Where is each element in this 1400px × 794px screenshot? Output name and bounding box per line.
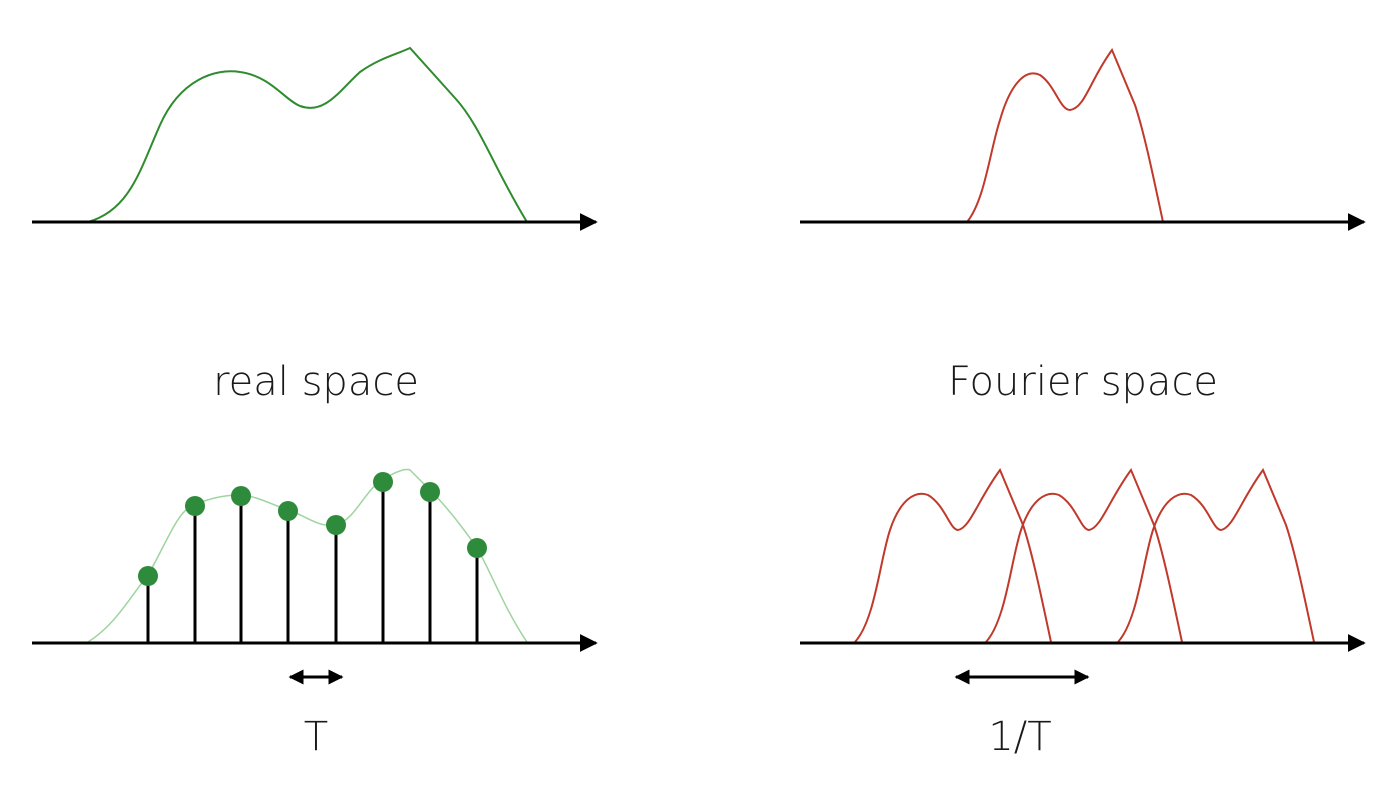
real-space-label: real space xyxy=(213,359,419,405)
sampled-signal-panel xyxy=(32,468,598,685)
sampled-signal-envelope xyxy=(87,468,528,643)
replica-spacing-label: 1/T xyxy=(988,714,1052,760)
sample-dots xyxy=(138,472,487,586)
spectrum-curve xyxy=(966,47,1164,223)
sample-dot xyxy=(326,515,346,535)
fourier-space-label: Fourier space xyxy=(947,359,1219,405)
sample-dot xyxy=(420,482,440,502)
sample-stems xyxy=(146,482,479,642)
sample-dot xyxy=(373,472,393,492)
sample-dot xyxy=(467,538,487,558)
sample-dot xyxy=(138,566,158,586)
sample-dot xyxy=(278,501,298,521)
real-signal-curve xyxy=(87,46,528,223)
spectrum-replica xyxy=(854,467,1052,643)
sample-dot xyxy=(231,486,251,506)
replicated-spectrum-panel xyxy=(854,467,1315,643)
spectrum-panel xyxy=(800,47,1366,231)
sample-dot xyxy=(185,496,205,516)
real-signal-panel xyxy=(32,46,598,231)
spectrum-replica xyxy=(985,467,1183,643)
sampling-period-label: T xyxy=(303,714,329,760)
spectrum-replica xyxy=(1117,467,1315,643)
